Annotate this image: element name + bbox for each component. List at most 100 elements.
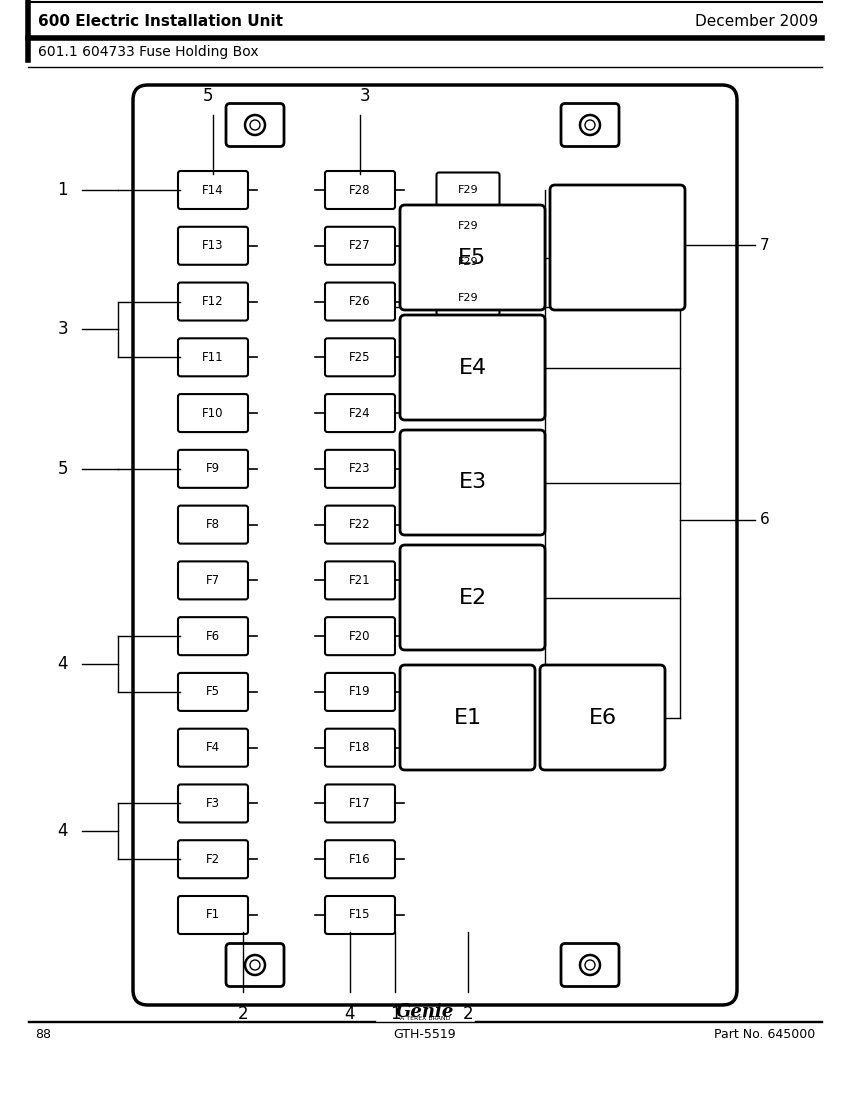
Text: F22: F22: [349, 518, 371, 531]
Text: F14: F14: [202, 184, 224, 197]
FancyBboxPatch shape: [400, 544, 545, 650]
FancyBboxPatch shape: [178, 283, 248, 320]
Text: 7: 7: [760, 238, 769, 253]
Text: F4: F4: [206, 741, 220, 755]
FancyBboxPatch shape: [178, 784, 248, 823]
Text: F21: F21: [349, 574, 371, 587]
Text: F5: F5: [206, 685, 220, 698]
Text: F27: F27: [349, 240, 371, 252]
Text: F10: F10: [202, 407, 224, 419]
Text: E1: E1: [453, 707, 482, 727]
Text: 3: 3: [360, 87, 371, 104]
Text: 1: 1: [57, 182, 68, 199]
FancyBboxPatch shape: [178, 339, 248, 376]
Text: F28: F28: [349, 184, 371, 197]
FancyBboxPatch shape: [561, 944, 619, 987]
Text: E4: E4: [458, 358, 486, 377]
FancyBboxPatch shape: [325, 450, 395, 487]
FancyBboxPatch shape: [178, 840, 248, 878]
Text: Part No. 645000: Part No. 645000: [714, 1028, 815, 1042]
Text: 4: 4: [58, 823, 68, 840]
FancyBboxPatch shape: [325, 506, 395, 543]
Text: F6: F6: [206, 629, 220, 642]
FancyBboxPatch shape: [325, 728, 395, 767]
FancyBboxPatch shape: [325, 673, 395, 711]
Text: 5: 5: [203, 87, 213, 104]
Text: F19: F19: [349, 685, 371, 698]
Text: 601.1 604733 Fuse Holding Box: 601.1 604733 Fuse Holding Box: [38, 45, 258, 59]
FancyBboxPatch shape: [325, 617, 395, 656]
Text: F24: F24: [349, 407, 371, 419]
FancyBboxPatch shape: [325, 896, 395, 934]
FancyBboxPatch shape: [325, 170, 395, 209]
FancyBboxPatch shape: [400, 205, 545, 310]
FancyBboxPatch shape: [178, 450, 248, 487]
FancyBboxPatch shape: [325, 339, 395, 376]
Text: 88: 88: [35, 1028, 51, 1042]
Text: 4: 4: [345, 1005, 355, 1023]
Text: 1: 1: [389, 1005, 400, 1023]
Text: F29: F29: [457, 221, 479, 231]
FancyBboxPatch shape: [178, 561, 248, 600]
Text: E5: E5: [458, 248, 486, 267]
Text: E6: E6: [588, 707, 616, 727]
Text: 6: 6: [760, 513, 770, 528]
Text: E2: E2: [458, 587, 486, 607]
Text: 600 Electric Installation Unit: 600 Electric Installation Unit: [38, 13, 283, 29]
Text: F2: F2: [206, 852, 220, 866]
Text: December 2009: December 2009: [694, 13, 818, 29]
Text: F3: F3: [206, 798, 220, 810]
FancyBboxPatch shape: [226, 944, 284, 987]
Text: 4: 4: [58, 654, 68, 673]
Text: F16: F16: [349, 852, 371, 866]
Text: F7: F7: [206, 574, 220, 587]
FancyBboxPatch shape: [226, 103, 284, 146]
FancyBboxPatch shape: [178, 728, 248, 767]
Text: F29: F29: [457, 293, 479, 303]
FancyBboxPatch shape: [550, 185, 685, 310]
Text: E3: E3: [458, 473, 486, 493]
FancyBboxPatch shape: [178, 896, 248, 934]
Text: F26: F26: [349, 295, 371, 308]
Text: F8: F8: [206, 518, 220, 531]
FancyBboxPatch shape: [325, 561, 395, 600]
Text: F1: F1: [206, 909, 220, 922]
Text: F9: F9: [206, 462, 220, 475]
Text: GTH-5519: GTH-5519: [394, 1028, 456, 1042]
FancyBboxPatch shape: [561, 103, 619, 146]
Text: 2: 2: [462, 1005, 473, 1023]
FancyBboxPatch shape: [325, 840, 395, 878]
FancyBboxPatch shape: [400, 430, 545, 535]
Text: Genie: Genie: [396, 1003, 454, 1021]
FancyBboxPatch shape: [400, 315, 545, 420]
Text: F17: F17: [349, 798, 371, 810]
Text: F18: F18: [349, 741, 371, 755]
Text: F13: F13: [202, 240, 224, 252]
FancyBboxPatch shape: [133, 85, 737, 1005]
Text: F29: F29: [457, 185, 479, 195]
Text: 3: 3: [57, 320, 68, 339]
FancyBboxPatch shape: [325, 227, 395, 265]
Text: 2: 2: [238, 1005, 248, 1023]
FancyBboxPatch shape: [325, 784, 395, 823]
FancyBboxPatch shape: [178, 227, 248, 265]
Text: F11: F11: [202, 351, 224, 364]
Text: F12: F12: [202, 295, 224, 308]
FancyBboxPatch shape: [178, 506, 248, 543]
FancyBboxPatch shape: [437, 280, 500, 316]
FancyBboxPatch shape: [437, 209, 500, 243]
Text: F29: F29: [457, 257, 479, 267]
Text: F20: F20: [349, 629, 371, 642]
Text: F23: F23: [349, 462, 371, 475]
FancyBboxPatch shape: [437, 173, 500, 208]
FancyBboxPatch shape: [325, 394, 395, 432]
Text: F25: F25: [349, 351, 371, 364]
FancyBboxPatch shape: [400, 666, 535, 770]
Text: 5: 5: [58, 460, 68, 477]
FancyBboxPatch shape: [178, 170, 248, 209]
FancyBboxPatch shape: [178, 617, 248, 656]
Text: F15: F15: [349, 909, 371, 922]
FancyBboxPatch shape: [178, 673, 248, 711]
FancyBboxPatch shape: [178, 394, 248, 432]
FancyBboxPatch shape: [540, 666, 665, 770]
